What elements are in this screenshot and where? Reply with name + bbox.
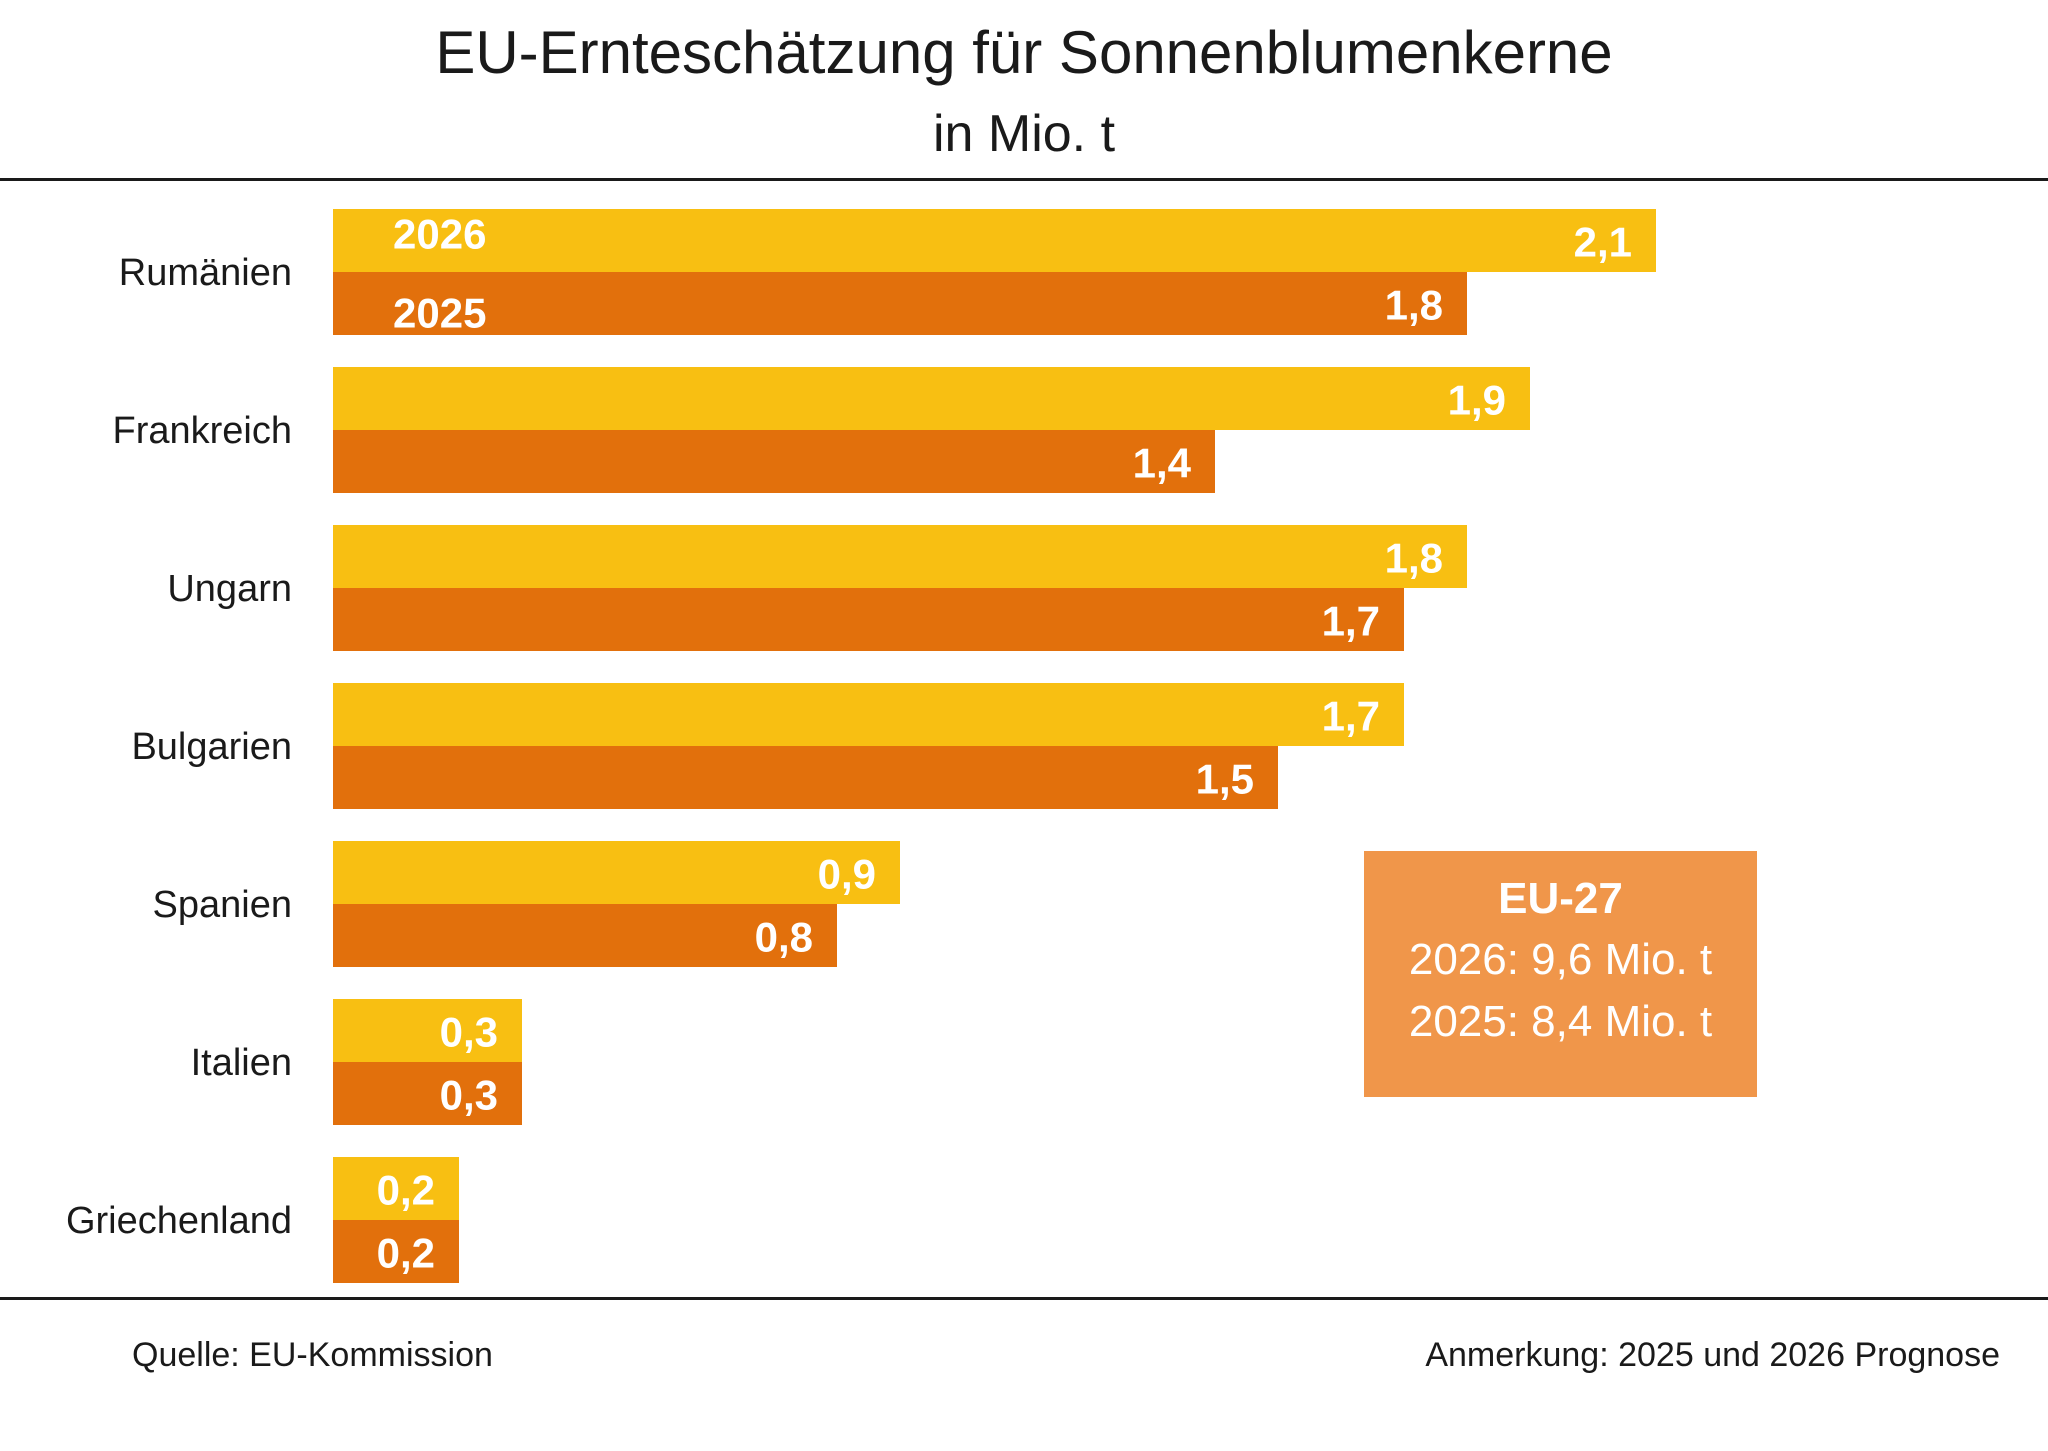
bar-2026-bulgarien [333,683,1404,746]
value-label-2026-griechenland: 0,2 [377,1167,435,1214]
bar-2025-rumänien [333,272,1467,335]
bar-2025-griechenland [333,1220,459,1283]
value-label-2025-ungarn: 1,7 [1322,598,1380,645]
bar-chart: Rumänien 2,1 2026 1,8 2025 Frankreich 1,9 1,4 Un… [66,209,1656,1283]
value-label-2026-frankreich: 1,9 [1448,377,1506,424]
bar-2025-frankreich [333,430,1215,493]
value-label-2025-griechenland: 0,2 [377,1230,435,1277]
value-label-2026-rumänien: 2,1 [1574,219,1632,266]
bar-2025-ungarn [333,588,1404,651]
bar-2025-bulgarien [333,746,1278,809]
bar-2026-griechenland [333,1157,459,1220]
top-divider [0,178,2048,181]
bar-2026-frankreich [333,367,1530,430]
chart-subtitle: in Mio. t [932,105,1116,163]
eu-summary-box: EU-27 2026: 9,6 Mio. t 2025: 8,4 Mio. t [1364,851,1757,1097]
source-note: Quelle: EU-Kommission [132,1336,493,1374]
forecast-note: Anmerkung: 2025 und 2026 Prognose [1425,1336,2000,1374]
category-label-rumänien: Rumänien [119,252,292,294]
value-label-2025-spanien: 0,8 [755,914,813,961]
eu-summary-2026: 2026: 9,6 Mio. t [1408,935,1713,984]
bar-2026-spanien [333,841,900,904]
category-label-bulgarien: Bulgarien [131,726,292,768]
bar-2026-italien [333,999,522,1062]
bar-2026-ungarn [333,525,1467,588]
bar-2025-italien [333,1062,522,1125]
category-label-frankreich: Frankreich [113,410,293,452]
category-label-ungarn: Ungarn [167,568,292,610]
series-label-2025: 2025 [393,290,486,337]
value-label-2025-bulgarien: 1,5 [1196,756,1254,803]
category-label-spanien: Spanien [153,884,292,926]
value-label-2026-bulgarien: 1,7 [1322,693,1380,740]
bottom-divider [0,1297,2048,1300]
chart-title: EU-Ernteschätzung für Sonnenblumenkerne [435,19,1613,86]
bar-2026-rumänien [333,209,1656,272]
value-label-2026-ungarn: 1,8 [1385,535,1443,582]
value-label-2026-spanien: 0,9 [818,851,876,898]
value-label-2025-italien: 0,3 [440,1072,498,1119]
series-label-2026: 2026 [393,211,486,258]
eu-summary-title: EU-27 [1498,874,1623,923]
value-label-2025-frankreich: 1,4 [1133,440,1192,487]
eu-summary-2025: 2025: 8,4 Mio. t [1408,997,1713,1046]
bar-2025-spanien [333,904,837,967]
value-label-2025-rumänien: 1,8 [1385,282,1443,329]
category-label-italien: Italien [191,1042,292,1084]
value-label-2026-italien: 0,3 [440,1009,498,1056]
category-label-griechenland: Griechenland [66,1200,292,1242]
